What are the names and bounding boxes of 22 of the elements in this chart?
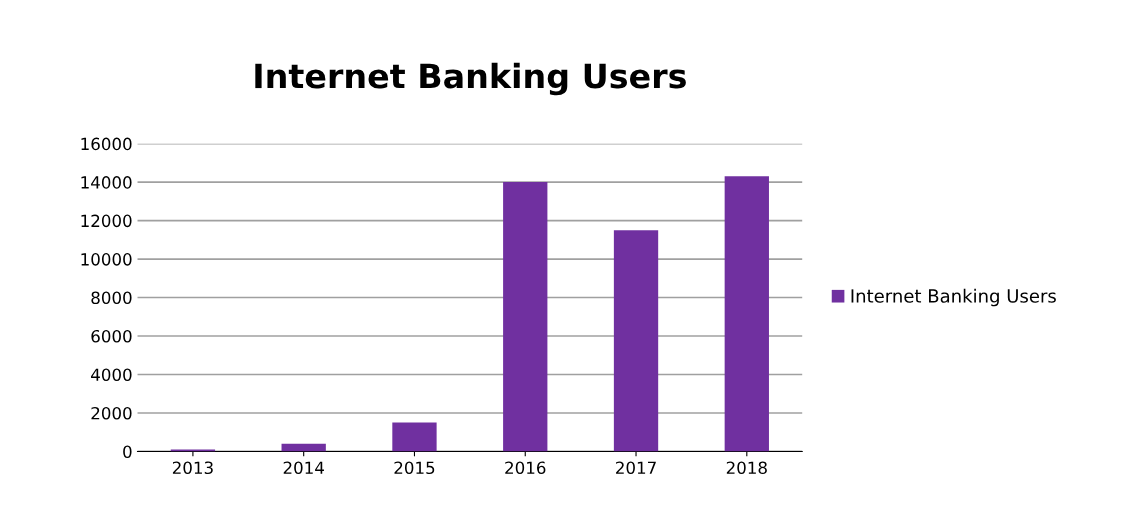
x-tick-label: 2018	[726, 461, 767, 475]
x-tick-label: 2016	[505, 461, 546, 475]
bar	[503, 182, 548, 452]
bar	[724, 176, 769, 452]
y-tick-label: 0	[123, 445, 132, 459]
y-tick-label: 10000	[81, 253, 132, 266]
x-tick-label: 2015	[394, 461, 435, 475]
y-tick-label: 12000	[81, 214, 132, 228]
x-tick-label: 2017	[616, 461, 656, 475]
y-tick-label: 4000	[91, 368, 132, 382]
x-tick-label: 2014	[283, 461, 324, 475]
x-tick-label: 2013	[172, 461, 213, 475]
bar	[613, 230, 659, 452]
legend-label: Internet Banking Users	[851, 288, 1056, 307]
y-tick-label: 6000	[91, 329, 132, 343]
y-tick-label: 2000	[91, 406, 132, 420]
y-tick-label: 8000	[91, 291, 132, 305]
y-tick-label: 16000	[81, 137, 132, 151]
bar	[281, 443, 326, 452]
y-tick-label: 14000	[81, 176, 132, 189]
bar	[392, 422, 437, 452]
chart-title: Internet Banking Users	[255, 62, 686, 96]
